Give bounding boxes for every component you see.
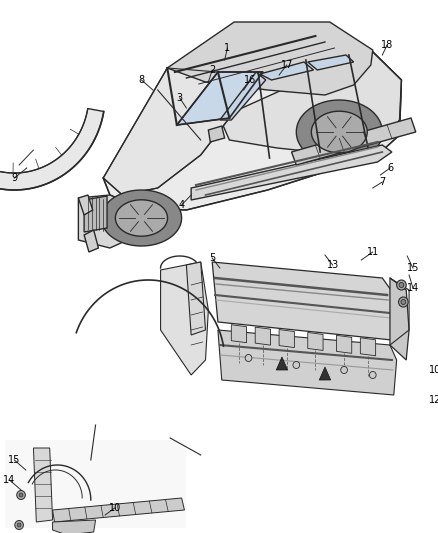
Polygon shape [231, 325, 247, 343]
Polygon shape [220, 72, 266, 120]
Ellipse shape [17, 523, 21, 527]
Polygon shape [336, 335, 352, 353]
Polygon shape [311, 111, 367, 153]
Ellipse shape [19, 493, 23, 497]
Polygon shape [177, 72, 263, 125]
Ellipse shape [245, 354, 252, 361]
Text: 10: 10 [429, 365, 438, 375]
Text: 15: 15 [8, 455, 21, 465]
Text: 14: 14 [407, 283, 419, 293]
Polygon shape [78, 195, 138, 248]
Polygon shape [187, 262, 205, 335]
Polygon shape [191, 145, 392, 200]
Text: 2: 2 [209, 65, 215, 75]
Text: 9: 9 [11, 173, 18, 183]
Bar [5, 440, 187, 528]
Polygon shape [292, 118, 416, 165]
Text: 10: 10 [109, 503, 121, 513]
Ellipse shape [399, 282, 404, 287]
Polygon shape [103, 50, 402, 210]
Polygon shape [255, 327, 271, 345]
Polygon shape [208, 126, 225, 142]
Polygon shape [84, 230, 99, 252]
Polygon shape [101, 190, 182, 246]
Text: 14: 14 [4, 475, 16, 485]
Polygon shape [53, 520, 95, 533]
Polygon shape [390, 278, 409, 360]
Ellipse shape [401, 300, 406, 304]
Text: 7: 7 [379, 177, 385, 187]
Polygon shape [279, 329, 294, 348]
Text: 16: 16 [244, 75, 257, 85]
Text: 18: 18 [381, 40, 393, 50]
Text: 13: 13 [326, 260, 339, 270]
Polygon shape [260, 62, 314, 80]
Polygon shape [212, 262, 397, 340]
Polygon shape [276, 357, 288, 370]
Ellipse shape [341, 367, 347, 374]
Text: 8: 8 [138, 75, 145, 85]
Ellipse shape [293, 361, 300, 368]
Polygon shape [84, 196, 107, 232]
Text: 3: 3 [177, 93, 183, 103]
Polygon shape [220, 50, 402, 155]
Ellipse shape [399, 297, 408, 307]
Text: 12: 12 [429, 395, 438, 405]
Polygon shape [218, 330, 397, 395]
Polygon shape [0, 109, 104, 190]
Polygon shape [161, 262, 208, 375]
Ellipse shape [17, 490, 25, 499]
Ellipse shape [397, 280, 406, 290]
Polygon shape [297, 100, 382, 164]
Text: 4: 4 [179, 200, 185, 210]
Text: 1: 1 [224, 43, 230, 53]
Text: 15: 15 [407, 263, 419, 273]
Polygon shape [33, 448, 53, 522]
Polygon shape [360, 338, 376, 356]
Text: 17: 17 [281, 60, 293, 70]
Text: 6: 6 [387, 163, 393, 173]
Polygon shape [167, 22, 373, 95]
Polygon shape [115, 200, 168, 236]
Ellipse shape [369, 372, 376, 378]
Polygon shape [78, 195, 93, 215]
Polygon shape [319, 367, 331, 380]
Text: 5: 5 [209, 253, 215, 263]
Polygon shape [53, 498, 184, 522]
Polygon shape [103, 68, 230, 195]
Text: 11: 11 [367, 247, 379, 257]
Ellipse shape [15, 521, 23, 529]
Polygon shape [308, 55, 353, 70]
Polygon shape [308, 333, 323, 351]
